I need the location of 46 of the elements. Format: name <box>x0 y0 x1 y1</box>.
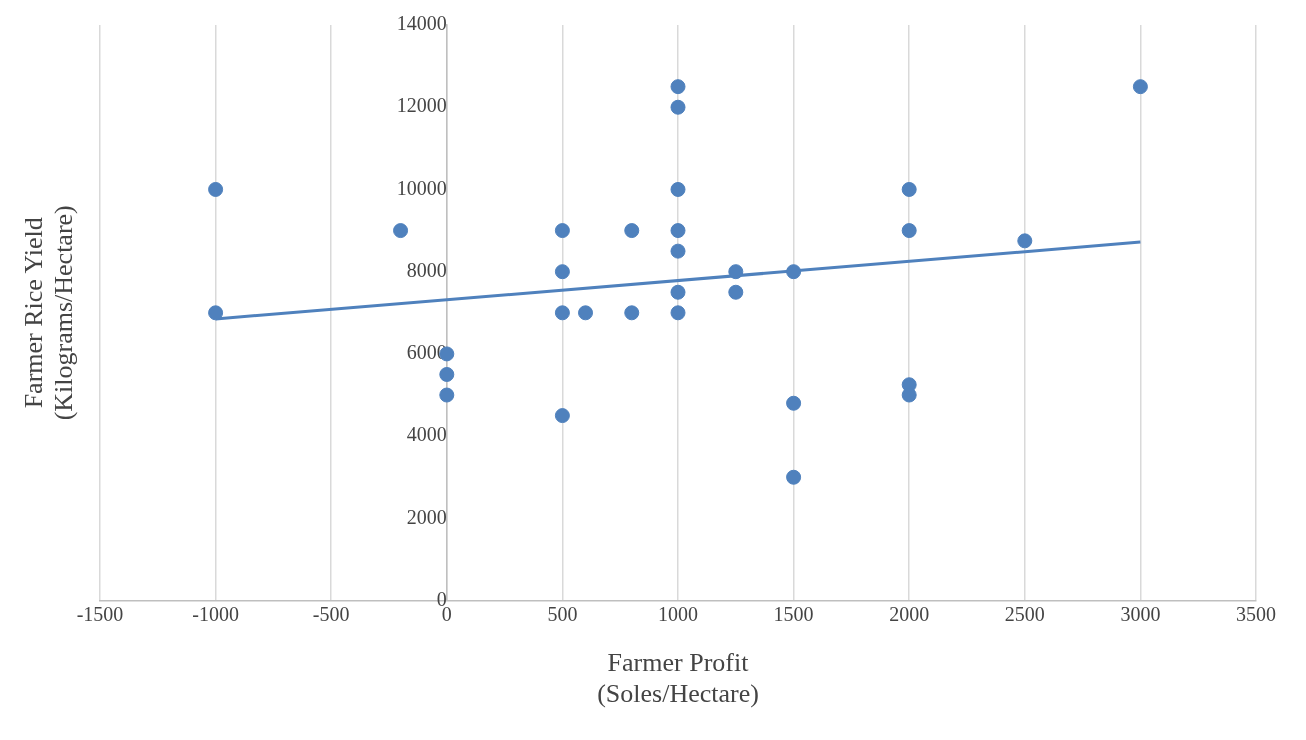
point <box>393 223 409 239</box>
y-axis-title: Farmer Rice Yield (Kilograms/Hectare) <box>18 205 78 421</box>
point <box>624 305 640 321</box>
point <box>728 264 744 280</box>
point <box>578 305 594 321</box>
point <box>670 284 686 300</box>
y-tick-label: 12000 <box>396 94 447 117</box>
x-tick-label: 2500 <box>1004 602 1045 625</box>
point <box>208 305 224 321</box>
point <box>624 223 640 239</box>
x-tick-label: 3500 <box>1236 602 1276 625</box>
point <box>786 264 802 280</box>
y-tick-label: 10000 <box>396 176 447 199</box>
x-tick-label: 2000 <box>889 602 930 625</box>
point <box>901 223 917 239</box>
point <box>1017 233 1033 249</box>
point <box>554 223 570 239</box>
point <box>728 284 744 300</box>
point <box>670 243 686 259</box>
point <box>901 181 917 197</box>
point <box>208 181 224 197</box>
y-tick-label: 2000 <box>406 505 447 528</box>
point <box>1132 79 1148 95</box>
point <box>670 305 686 321</box>
x-tick-label: 1500 <box>773 602 814 625</box>
point <box>670 223 686 239</box>
point <box>670 99 686 115</box>
x-tick-label: -1500 <box>76 602 124 625</box>
x-axis-title: Farmer Profit (Soles/Hectare) <box>597 648 759 709</box>
point <box>786 469 802 485</box>
point <box>554 408 570 424</box>
y-tick-label: 4000 <box>406 423 447 446</box>
point <box>439 366 455 382</box>
x-tick-label: 500 <box>547 602 578 625</box>
y-tick-label: 8000 <box>406 258 447 281</box>
point <box>786 395 802 411</box>
point <box>554 264 570 280</box>
x-tick-label: -500 <box>312 602 350 625</box>
x-tick-label: -1000 <box>192 602 239 625</box>
x-tick-label: 3000 <box>1120 602 1161 625</box>
x-tick-label: 1000 <box>658 602 698 625</box>
point <box>670 181 686 197</box>
point <box>670 79 686 95</box>
point <box>554 305 570 321</box>
y-tick-label: 14000 <box>396 12 447 35</box>
point <box>439 387 455 403</box>
